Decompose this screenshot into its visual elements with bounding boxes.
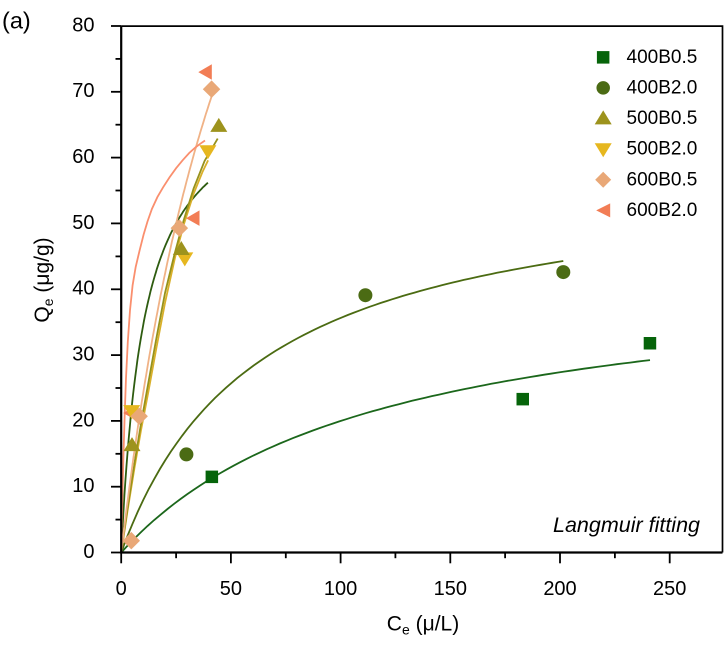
svg-text:400B2.0: 400B2.0	[627, 78, 698, 99]
svg-text:600B0.5: 600B0.5	[627, 169, 698, 190]
svg-text:500B2.0: 500B2.0	[627, 139, 698, 160]
svg-text:70: 70	[72, 80, 94, 102]
svg-text:40: 40	[72, 278, 94, 300]
svg-text:0: 0	[116, 578, 127, 600]
svg-text:0: 0	[83, 541, 94, 563]
svg-text:60: 60	[72, 146, 94, 168]
svg-text:(a): (a)	[2, 8, 31, 34]
svg-text:200: 200	[543, 578, 576, 600]
svg-text:20: 20	[72, 409, 94, 431]
svg-text:50: 50	[220, 578, 242, 600]
svg-text:Ce (μ/L): Ce (μ/L)	[387, 613, 459, 638]
svg-text:100: 100	[324, 578, 357, 600]
svg-text:500B0.5: 500B0.5	[627, 108, 698, 129]
svg-text:80: 80	[72, 14, 94, 36]
svg-text:Qe (μg/g): Qe (μg/g)	[31, 237, 56, 322]
svg-text:150: 150	[434, 578, 467, 600]
svg-text:30: 30	[72, 344, 94, 366]
svg-text:Langmuir fitting: Langmuir fitting	[553, 513, 700, 537]
svg-text:250: 250	[653, 578, 686, 600]
svg-text:10: 10	[72, 475, 94, 497]
svg-text:600B2.0: 600B2.0	[627, 200, 698, 221]
svg-text:50: 50	[72, 212, 94, 234]
svg-text:400B0.5: 400B0.5	[627, 47, 698, 68]
